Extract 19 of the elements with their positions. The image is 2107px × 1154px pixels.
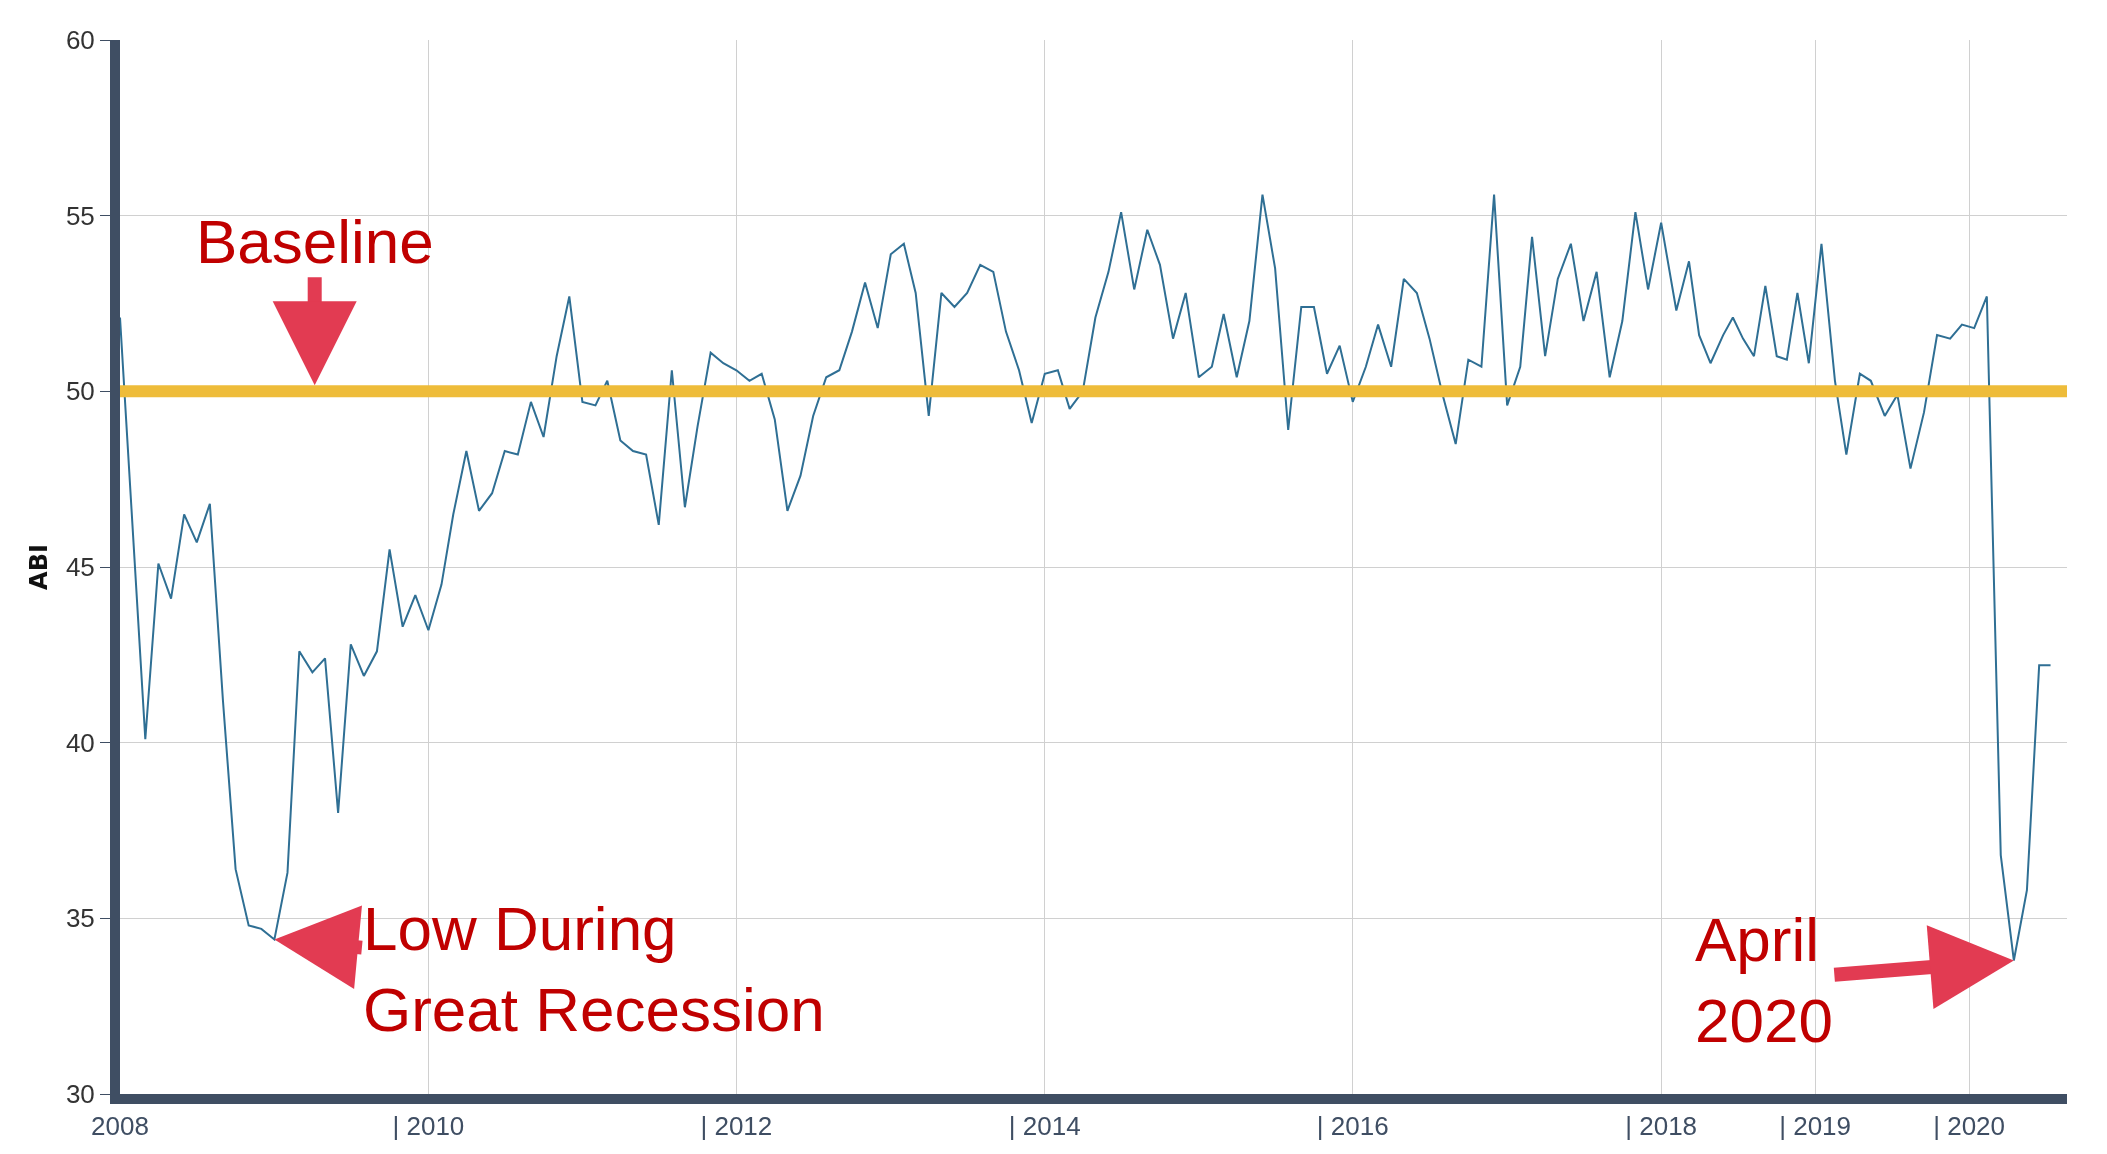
y-tick-label: 35 — [65, 903, 95, 934]
x-tick-label: | 2014 — [1008, 1111, 1081, 1142]
annotation: Low During Great Recession — [363, 894, 825, 1044]
x-tick-label: | 2012 — [700, 1111, 773, 1142]
y-tick-label: 45 — [65, 552, 95, 583]
x-tick-label: | 2019 — [1779, 1111, 1852, 1142]
y-tick-label: 30 — [65, 1079, 95, 1110]
y-tick-label: 40 — [65, 727, 95, 758]
y-tick-label: 55 — [65, 200, 95, 231]
ref-line-label: Baseline — [196, 207, 434, 276]
x-tick-label: | 2020 — [1933, 1111, 2006, 1142]
annotation: April 2020 — [1695, 905, 1833, 1055]
y-tick-label: 60 — [65, 25, 95, 56]
x-tick-label: | 2010 — [392, 1111, 465, 1142]
x-tick-label: | 2016 — [1316, 1111, 1389, 1142]
y-axis-title: ABI — [25, 544, 54, 590]
y-tick-label: 50 — [65, 376, 95, 407]
x-tick-label: | 2018 — [1625, 1111, 1698, 1142]
x-tick-label: 2008 — [91, 1111, 149, 1142]
